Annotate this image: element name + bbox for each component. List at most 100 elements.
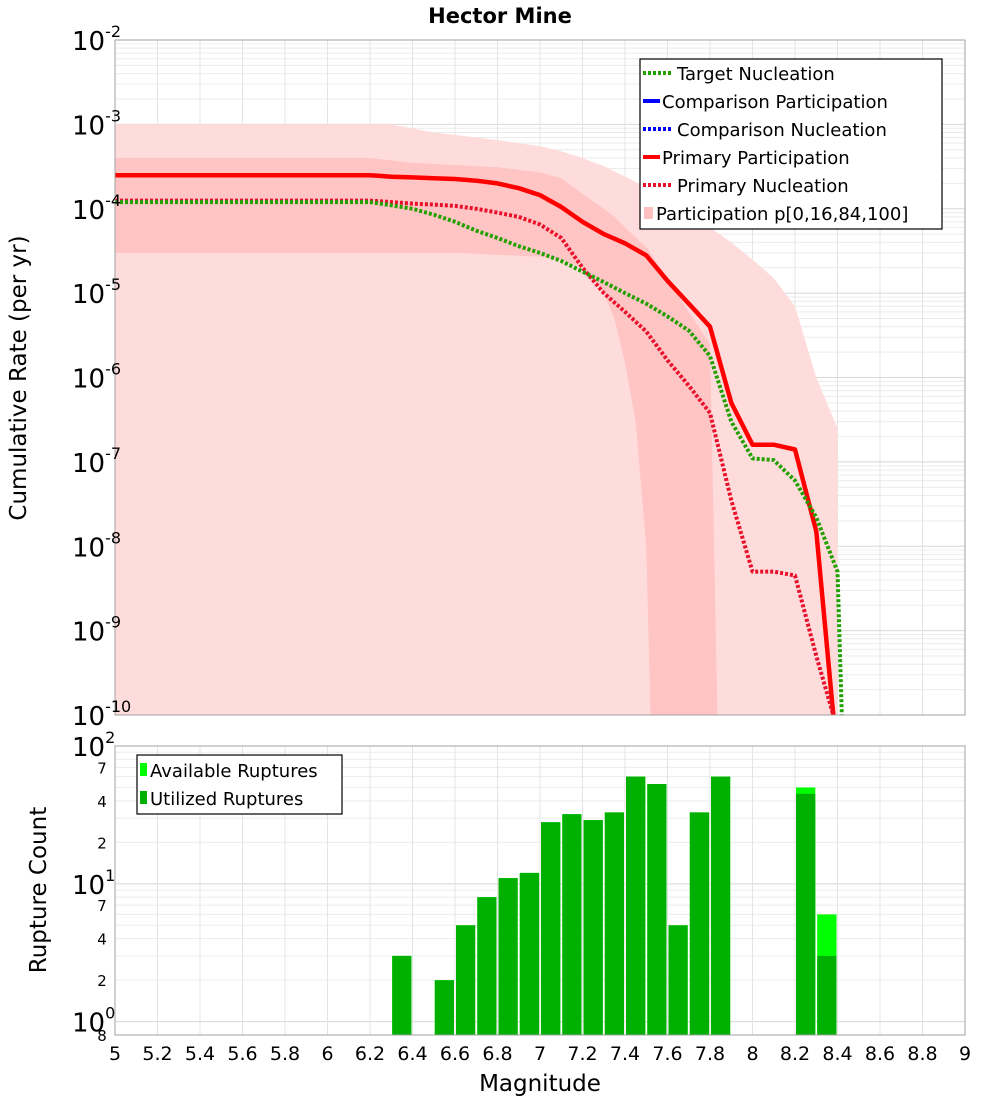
x-tick-label: 5.6 [227,1043,257,1065]
legend-label-participation-percentiles: Participation p[0,16,84,100] [656,204,908,225]
tick-exponent: -4 [105,191,121,210]
utilized-ruptures-bar [817,955,837,1035]
x-tick-label: 5.8 [270,1043,300,1065]
x-tick-label: 7 [534,1043,546,1065]
legend-entry-comparison-participation: Comparison Participation [643,92,888,113]
bottom-y-minor-tick-label: 4 [97,793,107,811]
bottom-y-minor-tick-label: 7 [97,759,107,777]
x-tick-label: 8.4 [822,1043,852,1065]
x-tick-label: 5.4 [185,1043,215,1065]
rupture-count-bars [392,776,837,1035]
top-legend-box [639,58,943,230]
tick-base: 10 [72,111,105,141]
tick-base: 10 [72,702,105,732]
bottom-y-minor-tick-label: 2 [97,834,107,852]
legend-entry-comparison-nucleation: Comparison Nucleation [643,120,887,141]
top-panel: Hector Mine 10-1010-910-810-710-610-510-… [6,4,966,732]
utilized-ruptures-bar [541,822,561,1035]
legend-label-available-ruptures: Available Ruptures [150,761,318,782]
legend-entry-available-ruptures: Available Ruptures [140,761,318,782]
tick-base: 10 [72,27,105,57]
bottom-y-tick-label: 101 [72,866,115,901]
tick-base: 10 [72,733,105,763]
x-tick-label: 6.2 [355,1043,385,1065]
utilized-ruptures-bar [711,776,731,1035]
utilized-ruptures-bar [796,793,816,1035]
tick-exponent: 0 [105,1004,115,1023]
top-y-tick-label: 10-9 [72,613,121,648]
legend-entry-primary-nucleation: Primary Nucleation [643,176,849,197]
utilized-ruptures-bar [647,784,667,1035]
utilized-ruptures-bar [392,955,412,1035]
tick-base: 10 [72,449,105,479]
bottom-y-minor-tick-label: 2 [97,972,107,990]
x-tick-label: 7.6 [652,1043,682,1065]
legend-label-primary-participation: Primary Participation [662,148,850,169]
tick-exponent: -7 [105,444,121,463]
utilized-ruptures-bar [477,897,497,1035]
legend-label-comparison-nucleation: Comparison Nucleation [677,120,887,141]
x-tick-label: 7.4 [610,1043,640,1065]
legend-entry-target-nucleation: Target Nucleation [643,64,835,85]
x-tick-label: 7.2 [567,1043,597,1065]
legend-label-utilized-ruptures: Utilized Ruptures [150,789,303,810]
top-y-tick-label: 10-10 [72,697,131,732]
bottom-y-tick-label: 102 [72,728,115,763]
legend-swatch-available-ruptures [140,763,147,776]
utilized-ruptures-bar [498,878,518,1035]
utilized-ruptures-bar [583,820,603,1035]
top-y-tick-label: 10-4 [72,191,121,226]
tick-base: 10 [72,280,105,310]
x-axis-label: Magnitude [479,1071,601,1097]
top-y-tick-label: 10-6 [72,360,121,395]
series-line-primary-participation [115,172,836,716]
top-y-tick-label: 10-7 [72,444,121,479]
tick-base: 10 [72,196,105,226]
tick-base: 10 [72,1009,105,1039]
bottom-y-axis-label: Rupture Count [26,807,52,973]
x-tick-label: 5 [109,1043,121,1065]
tick-base: 10 [72,618,105,648]
bottom-plot-frame [114,745,966,1036]
x-tick-label: 8.8 [907,1043,937,1065]
legend-entry-participation-percentiles: Participation p[0,16,84,100] [644,204,908,225]
tick-exponent: -9 [105,613,121,632]
x-tick-label: 8.6 [865,1043,895,1065]
legend-label-target-nucleation: Target Nucleation [676,64,835,85]
bottom-legend: Available Ruptures Utilized Ruptures [136,754,343,815]
tick-exponent: -5 [105,275,121,294]
tick-exponent: 2 [105,728,115,747]
tick-exponent: -10 [105,697,131,716]
tick-base: 10 [72,365,105,395]
chart-title: Hector Mine [428,4,572,28]
utilized-ruptures-bar [689,812,710,1035]
utilized-ruptures-bar [519,872,540,1035]
bottom-y-tick-label: 100 [72,1004,115,1039]
tick-base: 10 [72,871,105,901]
bottom-legend-box [136,754,343,815]
top-y-tick-label: 10-3 [72,106,121,141]
utilized-ruptures-bar [562,814,582,1035]
participation-bands [115,124,838,716]
tick-exponent: -6 [105,360,121,379]
top-y-tick-label: 10-2 [72,22,121,57]
top-y-tick-label: 10-5 [72,275,121,310]
x-tick-label: 7.8 [695,1043,725,1065]
x-tick-label: 8.2 [780,1043,810,1065]
tick-exponent: 1 [105,866,115,885]
tick-base: 10 [72,533,105,563]
top-legend: Target Nucleation Comparison Participati… [639,58,943,230]
top-y-tick-label: 10-8 [72,528,121,563]
x-tick-label: 6.4 [397,1043,427,1065]
bottom-y-minor-tick-label: 8 [97,1027,107,1045]
utilized-ruptures-bar [626,776,646,1035]
bottom-y-minor-tick-label: 7 [97,897,107,915]
x-tick-label: 6.6 [440,1043,470,1065]
tick-exponent: -8 [105,528,121,547]
series-line-primary-nucleation [115,198,836,716]
tick-exponent: -3 [105,106,121,125]
series-line-target-nucleation [115,200,844,716]
